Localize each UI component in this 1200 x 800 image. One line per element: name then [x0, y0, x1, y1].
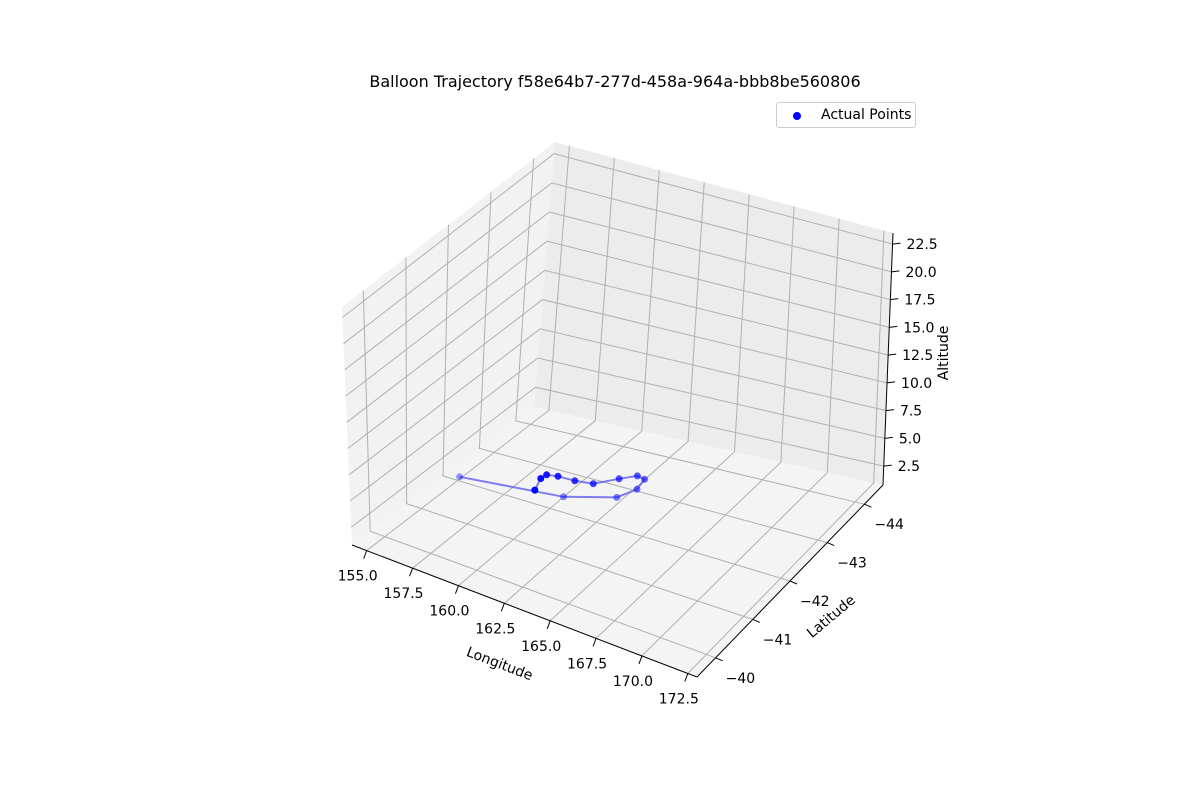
x-gridline-7	[687, 230, 885, 674]
left-pane	[342, 142, 555, 545]
y-gridline-1	[405, 257, 753, 620]
x-tick-4	[546, 620, 551, 630]
data-point-7	[633, 472, 641, 480]
back-pane	[534, 142, 893, 485]
z-tick-6	[890, 298, 899, 301]
x-gridline-0	[366, 145, 570, 551]
z-gridline-4	[346, 269, 889, 423]
data-point-4	[571, 477, 579, 485]
y-tick-label-3: −43	[837, 556, 867, 572]
z-gridline-1	[349, 357, 886, 502]
z-gridline-5	[345, 240, 890, 397]
x-tick-5	[592, 638, 597, 647]
x-tick-label-3: 162.5	[475, 621, 515, 637]
z-axis-line	[882, 232, 894, 486]
x-axis-line	[351, 544, 698, 678]
x-tick-2	[454, 585, 459, 594]
x-tick-6	[638, 655, 643, 665]
data-point-0	[531, 486, 539, 494]
z-tick-3	[886, 381, 896, 384]
x-tick-label-4: 165.0	[521, 639, 561, 655]
x-tick-label-6: 170.0	[613, 674, 653, 690]
x-gridline-2	[458, 170, 660, 587]
z-tick-5	[889, 325, 898, 328]
x-tick-label-7: 172.5	[659, 691, 699, 707]
y-tick-label-4: −44	[874, 517, 904, 533]
x-tick-label-5: 167.5	[567, 656, 607, 672]
z-tick-1	[884, 436, 893, 439]
y-tick-3	[827, 542, 835, 547]
y-tick-0	[715, 657, 723, 662]
x-tick-label-2: 160.0	[429, 604, 469, 620]
y-gridline-0	[362, 290, 716, 659]
x-tick-1	[409, 567, 414, 577]
data-point-11	[560, 493, 567, 501]
z-tick-4	[888, 353, 897, 356]
z-tick-7	[891, 270, 900, 273]
legend: Actual Points	[776, 102, 916, 128]
z-tick-label-2: 7.5	[900, 404, 922, 420]
data-point-3	[554, 472, 562, 480]
x-gridline-6	[641, 218, 840, 657]
data-point-5	[589, 480, 597, 488]
z-gridline-7	[343, 182, 892, 345]
z-tick-label-5: 15.0	[903, 320, 934, 336]
data-point-6	[615, 475, 623, 483]
data-point-12	[456, 473, 464, 481]
y-tick-label-2: −42	[800, 594, 830, 610]
z-axis-label: Altitude	[936, 326, 952, 381]
z-tick-label-1: 5.0	[899, 431, 921, 447]
z-tick-label-0: 2.5	[898, 459, 920, 475]
y-tick-label-0: −40	[726, 671, 756, 687]
z-tick-8	[892, 242, 901, 245]
z-gridline-0	[350, 386, 884, 528]
x-tick-7	[684, 673, 689, 682]
x-gridline-1	[412, 157, 615, 569]
x-tick-3	[500, 603, 505, 612]
y-tick-2	[789, 580, 798, 585]
legend-marker	[793, 112, 801, 120]
z-tick-label-6: 17.5	[904, 293, 935, 309]
data-point-10	[613, 493, 621, 501]
y-tick-4	[864, 503, 872, 508]
x-gridline-3	[503, 182, 705, 604]
z-gridline-6	[344, 211, 891, 371]
x-tick-0	[363, 550, 368, 559]
legend-label: Actual Points	[821, 107, 912, 123]
x-gridline-4	[549, 194, 750, 622]
z-gridline-3	[347, 299, 888, 449]
z-tick-label-4: 12.5	[902, 348, 933, 364]
x-gridline-5	[595, 206, 795, 639]
x-tick-label-0: 155.0	[338, 569, 378, 585]
z-tick-label-3: 10.0	[901, 376, 932, 392]
z-tick-2	[885, 409, 895, 412]
z-tick-label-8: 22.5	[907, 237, 938, 253]
y-gridline-2	[442, 224, 791, 582]
z-tick-0	[883, 464, 892, 467]
y-gridline-4	[515, 158, 865, 505]
x-tick-label-1: 157.5	[384, 586, 424, 602]
y-gridline-3	[478, 191, 828, 544]
y-tick-label-1: −41	[763, 632, 793, 648]
z-gridline-8	[342, 153, 893, 318]
z-tick-label-7: 20.0	[905, 265, 936, 281]
data-point-2	[543, 471, 551, 479]
data-point-8	[641, 475, 649, 483]
y-tick-1	[752, 618, 760, 623]
z-gridline-2	[348, 328, 887, 476]
data-point-9	[633, 485, 641, 493]
data-point-1	[537, 475, 545, 482]
chart-title: Balloon Trajectory f58e64b7-277d-458a-96…	[369, 72, 861, 91]
